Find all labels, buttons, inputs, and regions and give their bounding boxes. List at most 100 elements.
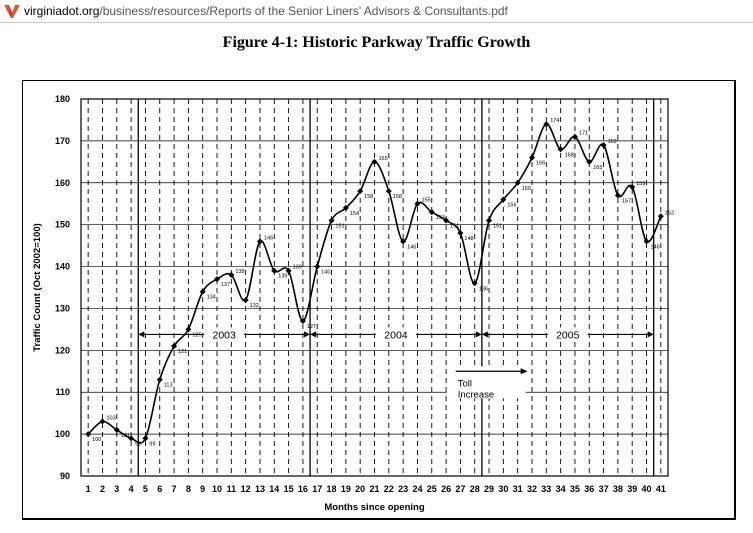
data-label: 148 [464, 236, 473, 242]
x-tick-label: 25 [427, 484, 437, 494]
data-point [385, 188, 392, 195]
x-axis-title: Months since opening [324, 502, 424, 513]
url-domain: virginiadot.org [24, 4, 100, 18]
year-arrowhead [475, 331, 482, 338]
data-label: 125 [192, 332, 201, 338]
data-label: 168 [565, 152, 574, 158]
data-label: 158 [393, 194, 402, 200]
x-tick-label: 18 [327, 484, 337, 494]
x-tick-label: 36 [584, 484, 594, 494]
data-label: 169 [608, 139, 617, 145]
figure-title: Figure 4-1: Historic Parkway Traffic Gro… [222, 34, 531, 51]
x-tick-label: 5 [143, 484, 148, 494]
data-point [500, 196, 507, 203]
data-point [371, 158, 378, 165]
x-tick-label: 14 [269, 484, 279, 494]
data-label: 103 [106, 416, 115, 422]
data-point [128, 435, 135, 442]
y-tick-label: 170 [55, 136, 70, 146]
data-point [156, 376, 163, 383]
x-tick-label: 35 [570, 484, 580, 494]
data-point [629, 183, 636, 190]
address-bar[interactable]: virginiadot.org/business/resources/Repor… [0, 0, 753, 23]
year-label-bg [549, 327, 586, 341]
data-point [256, 238, 263, 245]
data-point [299, 318, 306, 325]
x-tick-label: 10 [212, 484, 222, 494]
data-label: 136 [479, 286, 488, 292]
data-label: 151 [450, 223, 459, 229]
x-tick-label: 27 [455, 484, 465, 494]
x-tick-label: 15 [284, 484, 294, 494]
data-label: 100 [92, 437, 101, 443]
data-point [99, 418, 106, 425]
data-label: 153 [436, 215, 445, 221]
data-label: 101 [121, 433, 130, 439]
data-label: 151 [336, 223, 345, 229]
y-tick-label: 150 [55, 220, 70, 230]
year-label-bg [377, 327, 414, 341]
figure-frame [22, 80, 736, 520]
x-tick-label: 7 [172, 484, 177, 494]
data-point [571, 133, 578, 140]
data-label: 174 [550, 118, 559, 124]
data-point [657, 213, 664, 220]
x-tick-label: 22 [384, 484, 394, 494]
x-tick-label: 32 [527, 484, 537, 494]
grid [81, 99, 668, 476]
year-label: 2004 [384, 329, 408, 341]
data-label: 160 [522, 186, 531, 192]
x-tick-label: 21 [369, 484, 379, 494]
y-tick-label: 130 [55, 303, 70, 313]
data-label: 166 [536, 161, 545, 167]
data-label: 146 [407, 244, 416, 250]
data-labels: 100 103 101 99 99 113 121 125 134 137 138 132 146 139… [92, 118, 674, 447]
x-tick-label: 34 [556, 484, 566, 494]
x-tick-label: 3 [114, 484, 119, 494]
toll-annotation-line1: Toll [458, 378, 472, 389]
url-path: /business/resources/Reports of the Senio… [99, 4, 508, 18]
data-label: 121 [178, 349, 187, 355]
data-label: 139 [278, 274, 287, 280]
data-point [514, 179, 521, 186]
vdot-v-logo-icon [4, 5, 20, 18]
data-point [142, 435, 149, 442]
data-point [414, 200, 421, 207]
toll-annotation-line2: Increase [458, 389, 494, 400]
y-tick-label: 100 [55, 429, 70, 439]
x-tick-label: 19 [341, 484, 351, 494]
data-label: 99 [149, 441, 155, 447]
data-point [242, 297, 249, 304]
data-label: 159 [636, 181, 645, 187]
x-tick-label: 37 [599, 484, 609, 494]
x-tick-label: 8 [186, 484, 191, 494]
data-point [199, 288, 206, 295]
x-tick-label: 1 [86, 484, 91, 494]
year-arrowhead [138, 331, 145, 338]
data-point [185, 326, 192, 333]
data-point [471, 280, 478, 287]
x-tick-label: 40 [642, 484, 652, 494]
data-label: 113 [164, 383, 173, 389]
data-point [643, 238, 650, 245]
url-text: virginiadot.org/business/resources/Repor… [24, 4, 508, 18]
x-tick-label: 41 [656, 484, 666, 494]
data-point [543, 121, 550, 128]
x-tick-label: 24 [412, 484, 422, 494]
x-tick-label: 4 [129, 484, 134, 494]
series-line [85, 121, 664, 444]
data-label: 134 [207, 295, 216, 301]
data-label: 165 [593, 165, 602, 171]
data-label: 157 [622, 198, 631, 204]
x-tick-label: 23 [398, 484, 408, 494]
data-label: 132 [250, 303, 259, 309]
y-tick-label: 140 [55, 262, 70, 272]
y-tick-label: 180 [55, 94, 70, 104]
x-tick-label: 16 [298, 484, 308, 494]
data-label: 165 [379, 156, 388, 162]
x-tick-label: 9 [200, 484, 205, 494]
data-label: 171 [579, 131, 588, 137]
data-point [214, 276, 221, 283]
